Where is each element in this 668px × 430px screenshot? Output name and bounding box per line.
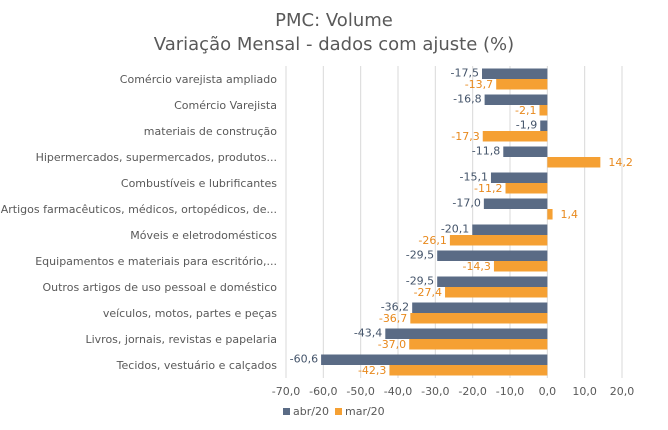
category-label: Outros artigos de uso pessoal e doméstic… bbox=[42, 281, 277, 294]
data-label: -42,3 bbox=[358, 364, 386, 377]
data-label: -27,4 bbox=[414, 286, 442, 299]
data-label: -13,7 bbox=[465, 78, 493, 91]
x-tick-label: 20,0 bbox=[610, 385, 635, 398]
category-label: Equipamentos e materiais para escritório… bbox=[35, 255, 277, 268]
data-label: -29,5 bbox=[406, 275, 434, 288]
data-label: -36,7 bbox=[379, 312, 407, 325]
bar-abr/20 bbox=[412, 302, 548, 313]
data-label: -11,2 bbox=[474, 182, 502, 195]
category-label: Hipermercados, supermercados, produtos..… bbox=[36, 151, 277, 164]
bar-abr/20 bbox=[490, 172, 548, 183]
data-label: -17,0 bbox=[452, 197, 480, 210]
data-label: -26,1 bbox=[418, 234, 446, 247]
data-label: 1,4 bbox=[561, 208, 579, 221]
bar-mar/20 bbox=[389, 365, 548, 376]
x-tick-label: -20,0 bbox=[458, 385, 486, 398]
category-label: Livros, jornais, revistas e papelaria bbox=[85, 333, 277, 346]
category-label: Comércio Varejista bbox=[174, 99, 277, 112]
bar-abr/20 bbox=[484, 94, 548, 105]
data-label: -1,9 bbox=[516, 119, 537, 132]
category-label: Móveis e eletrodomésticos bbox=[130, 229, 277, 242]
data-label: -20,1 bbox=[441, 223, 469, 236]
x-tick-label: -60,0 bbox=[309, 385, 337, 398]
bar-abr/20 bbox=[483, 198, 548, 209]
x-tick-label: -10,0 bbox=[496, 385, 524, 398]
bar-abr/20 bbox=[503, 146, 548, 157]
chart-subtitle: Variação Mensal - dados com ajuste (%) bbox=[153, 34, 515, 55]
bar-abr/20 bbox=[472, 224, 548, 235]
x-tick-label: -40,0 bbox=[384, 385, 412, 398]
data-label: -29,5 bbox=[406, 249, 434, 262]
x-tick-label: -30,0 bbox=[421, 385, 449, 398]
data-label: -16,8 bbox=[453, 93, 481, 106]
chart-title: PMC: Volume bbox=[275, 10, 393, 31]
bar-mar/20 bbox=[445, 287, 548, 298]
x-tick-label: 0,0 bbox=[539, 385, 557, 398]
data-label: -2,1 bbox=[515, 104, 536, 117]
data-label: -17,3 bbox=[451, 130, 479, 143]
bar-mar/20 bbox=[449, 235, 548, 246]
category-label: Tecidos, vestuário e calçados bbox=[116, 359, 278, 372]
data-label: -36,2 bbox=[381, 301, 409, 314]
x-tick-label: -50,0 bbox=[346, 385, 374, 398]
legend-swatch bbox=[335, 408, 342, 415]
bar-abr/20 bbox=[437, 276, 548, 287]
bar-abr/20 bbox=[321, 354, 548, 365]
data-label: -37,0 bbox=[378, 338, 406, 351]
legend-label: abr/20 bbox=[293, 405, 329, 418]
category-label: Comércio varejista ampliado bbox=[120, 73, 277, 86]
data-label: -11,8 bbox=[472, 145, 500, 158]
legend-label: mar/20 bbox=[345, 405, 385, 418]
bar-mar/20 bbox=[493, 261, 548, 272]
bar-mar/20 bbox=[547, 157, 601, 168]
bar-mar/20 bbox=[409, 339, 548, 350]
data-label: -43,4 bbox=[354, 327, 382, 340]
x-tick-label: -70,0 bbox=[272, 385, 300, 398]
bar-abr/20 bbox=[385, 328, 548, 339]
bar-mar/20 bbox=[539, 105, 548, 116]
data-label: 14,2 bbox=[608, 156, 633, 169]
x-tick-label: 10,0 bbox=[572, 385, 597, 398]
bar-abr/20 bbox=[540, 120, 548, 131]
bar-mar/20 bbox=[496, 79, 548, 90]
bar-mar/20 bbox=[482, 131, 548, 142]
category-label: Combustíveis e lubrificantes bbox=[121, 177, 277, 190]
bar-abr/20 bbox=[482, 68, 548, 79]
data-label: -17,5 bbox=[451, 67, 479, 80]
bar-abr/20 bbox=[437, 250, 548, 261]
bar-mar/20 bbox=[505, 183, 548, 194]
category-label: materiais de construção bbox=[144, 125, 277, 138]
data-label: -15,1 bbox=[459, 171, 487, 184]
data-label: -60,6 bbox=[290, 353, 318, 366]
category-label: veículos, motos, partes e peças bbox=[103, 307, 277, 320]
bar-mar/20 bbox=[547, 209, 553, 220]
bar-mar/20 bbox=[410, 313, 548, 324]
legend-swatch bbox=[283, 408, 290, 415]
category-label: Artigos farmacêuticos, médicos, ortopédi… bbox=[1, 203, 277, 216]
data-label: -14,3 bbox=[462, 260, 490, 273]
